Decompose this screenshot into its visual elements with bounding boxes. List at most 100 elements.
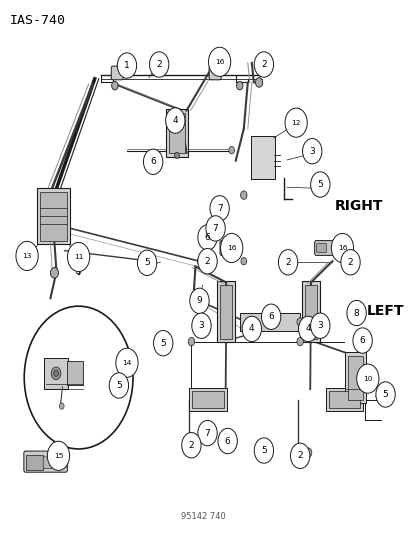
FancyBboxPatch shape	[37, 188, 69, 244]
Circle shape	[181, 433, 201, 458]
Circle shape	[188, 337, 194, 346]
Text: 3: 3	[317, 321, 323, 330]
Circle shape	[189, 288, 209, 313]
FancyBboxPatch shape	[40, 192, 67, 241]
Text: 9: 9	[196, 296, 202, 305]
Circle shape	[50, 268, 58, 278]
Circle shape	[240, 257, 246, 265]
Circle shape	[149, 52, 169, 77]
Circle shape	[294, 445, 301, 455]
Circle shape	[117, 53, 136, 78]
Text: 4: 4	[248, 325, 254, 334]
Text: 7: 7	[216, 204, 222, 213]
Circle shape	[346, 300, 366, 326]
Circle shape	[197, 421, 217, 446]
Circle shape	[215, 205, 222, 214]
Text: 7: 7	[212, 224, 218, 233]
Circle shape	[218, 429, 237, 454]
Circle shape	[197, 257, 203, 265]
Circle shape	[109, 373, 128, 398]
Text: 6: 6	[150, 157, 156, 166]
FancyBboxPatch shape	[250, 136, 275, 179]
Text: 95142 740: 95142 740	[180, 512, 225, 521]
FancyBboxPatch shape	[149, 156, 159, 166]
FancyBboxPatch shape	[314, 240, 332, 255]
Circle shape	[208, 47, 230, 76]
Circle shape	[137, 250, 157, 276]
Text: 3: 3	[309, 147, 314, 156]
Text: 5: 5	[382, 390, 387, 399]
Text: 2: 2	[347, 258, 352, 267]
Circle shape	[278, 249, 297, 275]
Text: 2: 2	[188, 441, 194, 450]
FancyBboxPatch shape	[43, 457, 64, 469]
Text: 8: 8	[353, 309, 358, 318]
Circle shape	[54, 370, 58, 376]
Text: 6: 6	[204, 233, 210, 242]
Circle shape	[340, 249, 359, 275]
FancyBboxPatch shape	[209, 66, 221, 80]
Circle shape	[24, 306, 133, 449]
FancyBboxPatch shape	[111, 66, 123, 80]
Text: IAS-740: IAS-740	[9, 14, 65, 27]
FancyBboxPatch shape	[44, 358, 68, 389]
Circle shape	[255, 78, 262, 87]
Circle shape	[242, 316, 261, 342]
Circle shape	[174, 152, 179, 159]
Circle shape	[261, 304, 280, 329]
Circle shape	[330, 233, 353, 263]
Circle shape	[51, 367, 61, 379]
Circle shape	[254, 52, 273, 77]
Circle shape	[191, 313, 211, 338]
Text: 6: 6	[268, 312, 273, 321]
Text: 2: 2	[297, 451, 302, 461]
Circle shape	[197, 225, 217, 250]
Text: 2: 2	[156, 60, 161, 69]
Circle shape	[310, 172, 329, 197]
Text: 5: 5	[317, 180, 323, 189]
FancyBboxPatch shape	[24, 451, 67, 472]
FancyBboxPatch shape	[316, 243, 325, 253]
Circle shape	[236, 82, 242, 90]
Text: 10: 10	[362, 376, 372, 382]
Circle shape	[116, 348, 138, 377]
FancyBboxPatch shape	[239, 313, 299, 331]
Circle shape	[356, 364, 378, 393]
Text: 16: 16	[214, 59, 224, 65]
Text: 16: 16	[337, 245, 347, 251]
Text: 2: 2	[204, 257, 210, 266]
Circle shape	[228, 147, 234, 154]
Circle shape	[209, 196, 229, 221]
Text: 7: 7	[204, 429, 210, 438]
Circle shape	[287, 259, 292, 266]
Text: 2: 2	[285, 258, 290, 267]
Text: 5: 5	[116, 381, 121, 390]
Circle shape	[220, 233, 242, 263]
Text: 15: 15	[54, 453, 63, 459]
Text: LEFT: LEFT	[366, 304, 403, 318]
Text: 13: 13	[22, 253, 32, 259]
FancyBboxPatch shape	[304, 285, 317, 339]
Text: 6: 6	[224, 437, 230, 446]
FancyBboxPatch shape	[301, 281, 319, 342]
Text: 1: 1	[124, 61, 130, 70]
Circle shape	[304, 448, 311, 457]
FancyBboxPatch shape	[26, 455, 43, 470]
Circle shape	[298, 316, 317, 342]
Circle shape	[246, 318, 252, 326]
Circle shape	[47, 441, 69, 471]
FancyBboxPatch shape	[328, 391, 359, 408]
Text: 6: 6	[359, 336, 365, 345]
Circle shape	[310, 313, 329, 338]
Text: 16: 16	[226, 245, 236, 251]
Circle shape	[352, 328, 371, 353]
Circle shape	[16, 241, 38, 271]
FancyBboxPatch shape	[217, 281, 234, 342]
FancyBboxPatch shape	[221, 243, 231, 253]
Circle shape	[375, 382, 394, 407]
Circle shape	[296, 337, 303, 346]
Text: 5: 5	[144, 259, 150, 267]
Circle shape	[284, 108, 306, 138]
Circle shape	[203, 434, 211, 443]
Circle shape	[240, 191, 247, 199]
